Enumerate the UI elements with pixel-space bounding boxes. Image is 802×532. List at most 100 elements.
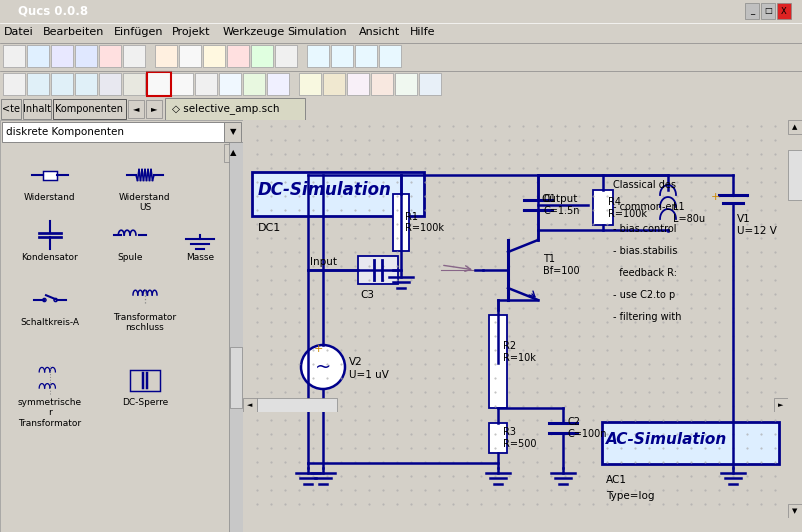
Bar bbox=[393, 194, 409, 251]
Text: L1
L=80u: L1 L=80u bbox=[673, 202, 705, 224]
Text: U=1 uV: U=1 uV bbox=[349, 370, 389, 380]
Bar bbox=[275, 45, 297, 67]
Text: diskrete Komponenten: diskrete Komponenten bbox=[6, 127, 124, 137]
FancyBboxPatch shape bbox=[252, 172, 424, 216]
Text: Ansicht: Ansicht bbox=[358, 27, 399, 37]
Bar bbox=[243, 398, 257, 412]
Bar bbox=[299, 73, 321, 95]
Bar bbox=[224, 122, 241, 142]
Text: ▲: ▲ bbox=[229, 148, 237, 157]
Bar bbox=[1, 99, 21, 119]
Bar bbox=[165, 98, 305, 120]
Text: ◇ selective_amp.sch: ◇ selective_amp.sch bbox=[172, 104, 280, 114]
Bar bbox=[230, 347, 242, 409]
Text: - filtering with: - filtering with bbox=[613, 312, 682, 322]
Text: C3: C3 bbox=[360, 290, 374, 300]
Bar bbox=[251, 45, 273, 67]
Bar bbox=[27, 45, 49, 67]
Text: Spule: Spule bbox=[117, 253, 143, 262]
Bar bbox=[774, 398, 788, 412]
Bar bbox=[155, 45, 177, 67]
Text: C2
C=100n: C2 C=100n bbox=[568, 417, 607, 439]
Text: Widerstand: Widerstand bbox=[24, 193, 76, 202]
Text: Werkzeuge: Werkzeuge bbox=[223, 27, 286, 37]
Text: AC1: AC1 bbox=[606, 475, 627, 485]
Bar bbox=[3, 73, 25, 95]
Text: V2: V2 bbox=[349, 357, 363, 367]
Bar bbox=[23, 99, 51, 119]
Bar bbox=[123, 45, 145, 67]
Bar bbox=[224, 144, 241, 162]
Bar bbox=[3, 45, 25, 67]
Text: DC1: DC1 bbox=[258, 223, 282, 233]
Text: V1
U=12 V: V1 U=12 V bbox=[737, 214, 777, 236]
Bar bbox=[358, 256, 398, 284]
Text: Type=log: Type=log bbox=[606, 491, 654, 501]
Bar bbox=[99, 73, 121, 95]
Bar bbox=[788, 120, 802, 134]
Text: ▲: ▲ bbox=[792, 124, 798, 130]
Bar bbox=[123, 73, 145, 95]
Text: T1
Bf=100: T1 Bf=100 bbox=[543, 254, 580, 276]
Text: feedback R:: feedback R: bbox=[613, 268, 677, 278]
Text: DC-Sperre: DC-Sperre bbox=[122, 398, 168, 407]
Bar bbox=[219, 73, 241, 95]
Bar bbox=[2, 122, 224, 142]
Text: X: X bbox=[781, 6, 787, 15]
Text: ▼: ▼ bbox=[792, 508, 798, 514]
Bar bbox=[355, 45, 377, 67]
Text: symmetrische
r
Transformator: symmetrische r Transformator bbox=[18, 398, 82, 428]
Text: Output: Output bbox=[541, 194, 577, 204]
Bar bbox=[43, 170, 57, 179]
Bar bbox=[179, 45, 201, 67]
Bar bbox=[99, 45, 121, 67]
Text: Transformator
nschluss: Transformator nschluss bbox=[113, 313, 176, 332]
Text: ►: ► bbox=[151, 104, 157, 113]
Text: ◄: ◄ bbox=[247, 402, 253, 408]
Text: - bias.stabilis: - bias.stabilis bbox=[613, 246, 678, 256]
Bar bbox=[593, 190, 613, 225]
Text: Hilfe: Hilfe bbox=[410, 27, 435, 37]
Bar bbox=[745, 3, 759, 19]
Text: ~: ~ bbox=[315, 358, 331, 377]
Text: Datei: Datei bbox=[4, 27, 34, 37]
Text: Widerstand
US: Widerstand US bbox=[119, 193, 171, 212]
Text: □: □ bbox=[764, 6, 772, 15]
Bar bbox=[243, 73, 265, 95]
Bar bbox=[788, 504, 802, 518]
Bar bbox=[257, 398, 337, 412]
Bar bbox=[75, 45, 97, 67]
Text: Classical des: Classical des bbox=[613, 180, 676, 190]
Text: Einfügen: Einfügen bbox=[114, 27, 163, 37]
Bar bbox=[788, 150, 802, 200]
Bar bbox=[128, 100, 144, 118]
Bar bbox=[147, 73, 169, 95]
Text: R4
R=100k: R4 R=100k bbox=[608, 197, 647, 219]
Text: R1
R=100k: R1 R=100k bbox=[405, 212, 444, 234]
Text: DC-Simulation: DC-Simulation bbox=[258, 181, 392, 199]
Text: Projekt: Projekt bbox=[172, 27, 210, 37]
Text: Qucs 0.0.8: Qucs 0.0.8 bbox=[18, 4, 88, 18]
Bar bbox=[761, 3, 775, 19]
Text: Komponenten: Komponenten bbox=[55, 104, 124, 114]
Bar bbox=[347, 73, 369, 95]
Bar bbox=[147, 72, 171, 96]
Bar bbox=[227, 45, 249, 67]
Bar bbox=[379, 45, 401, 67]
Text: R3
R=500: R3 R=500 bbox=[503, 427, 537, 449]
Text: Kondensator: Kondensator bbox=[22, 253, 79, 262]
FancyBboxPatch shape bbox=[602, 422, 779, 464]
Text: Inhalt: Inhalt bbox=[23, 104, 51, 114]
Bar bbox=[203, 45, 225, 67]
Text: AC-Simulation: AC-Simulation bbox=[606, 433, 727, 447]
Text: - bias.control: - bias.control bbox=[613, 224, 677, 234]
Bar bbox=[195, 73, 217, 95]
Bar bbox=[53, 99, 126, 119]
Bar bbox=[323, 73, 345, 95]
Bar bbox=[307, 45, 329, 67]
Text: - use C2.to p: - use C2.to p bbox=[613, 290, 675, 300]
Bar bbox=[130, 370, 160, 390]
Text: +: + bbox=[314, 344, 322, 354]
Text: Input: Input bbox=[310, 257, 337, 267]
Bar bbox=[229, 142, 243, 532]
